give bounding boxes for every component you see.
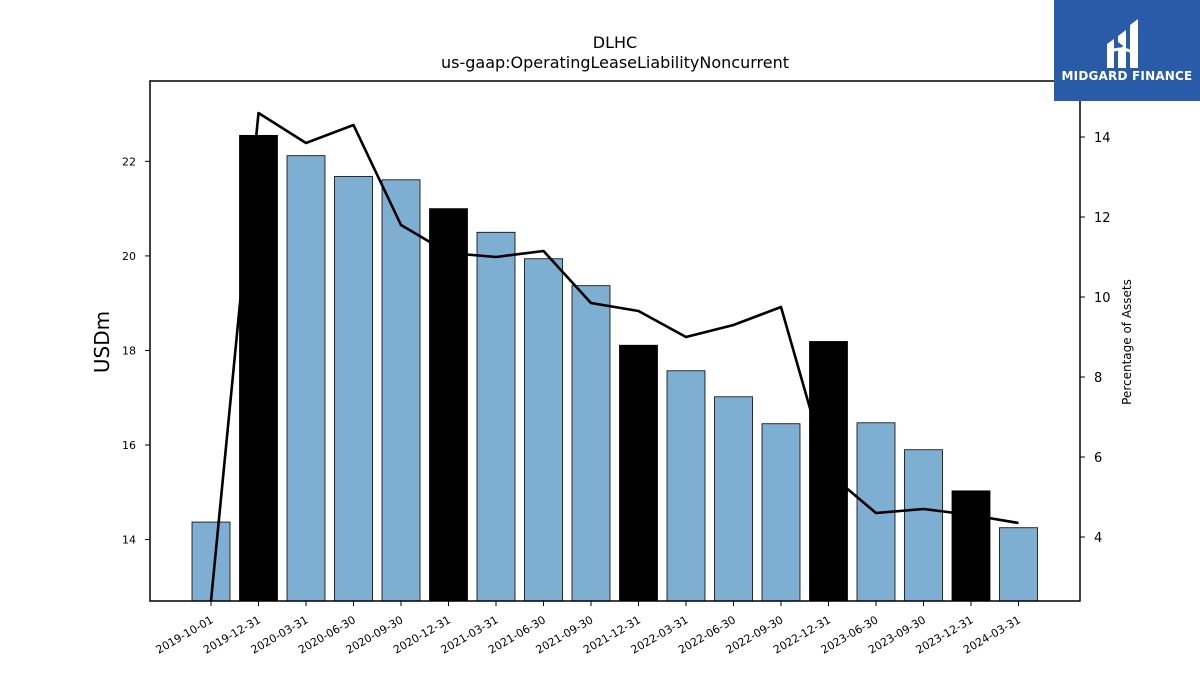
bar-2021-03-31 (476, 231, 516, 602)
logo-text: MIDGARD FINANCE (1061, 69, 1193, 83)
bar-2024-03-31 (999, 527, 1038, 602)
logo: MIDGARD FINANCE (1054, 0, 1200, 101)
x-axis: 2019-10-012019-12-312020-03-312020-06-30… (154, 601, 1023, 657)
y-tick-label-right: 10 (1094, 291, 1111, 306)
y-tick-label-left: 20 (122, 250, 136, 263)
y-tick-label-left: 14 (122, 534, 136, 547)
bar-2021-09-30 (571, 285, 611, 602)
bar-series (191, 134, 1038, 602)
percentage-line (209, 111, 1019, 602)
y-tick-label-left: 22 (122, 155, 136, 168)
bar-2020-09-30 (381, 179, 421, 602)
plot-frame (149, 80, 1081, 602)
y-tick-label-left: 16 (122, 439, 136, 452)
bar-2021-06-30 (524, 258, 563, 602)
bar-2020-06-30 (334, 176, 373, 602)
y-tick-label-right: 6 (1094, 451, 1102, 466)
y-axis-label-left: USDm (90, 311, 114, 373)
y-tick-label-right: 8 (1094, 371, 1102, 386)
bar-2022-09-30 (761, 423, 801, 602)
bar-2022-03-31 (666, 370, 706, 602)
y-tick-label-right: 12 (1094, 211, 1111, 226)
y-axis-label-right: Percentage of Assets (1120, 279, 1134, 405)
y-axis-right: 4 6 8 10 12 14 (1080, 131, 1111, 546)
bar-2023-12-31 (951, 490, 991, 602)
bar-2021-12-31 (619, 344, 658, 602)
y-tick-label-left: 18 (122, 344, 136, 357)
bar-2020-12-31 (429, 208, 468, 602)
y-axis-left: 14 16 18 20 22 (122, 155, 150, 547)
bar-2022-06-30 (714, 396, 753, 602)
bar-2020-03-31 (286, 155, 326, 602)
y-tick-label-right: 14 (1094, 131, 1111, 146)
chart-subtitle: us-gaap:OperatingLeaseLiabilityNoncurren… (441, 53, 789, 72)
bar-2019-12-31 (239, 134, 278, 602)
midgard-logo-icon (1107, 19, 1138, 68)
bar-2023-09-30 (904, 449, 943, 602)
y-tick-label-right: 4 (1094, 531, 1102, 546)
chart-title: DLHC (593, 33, 637, 52)
